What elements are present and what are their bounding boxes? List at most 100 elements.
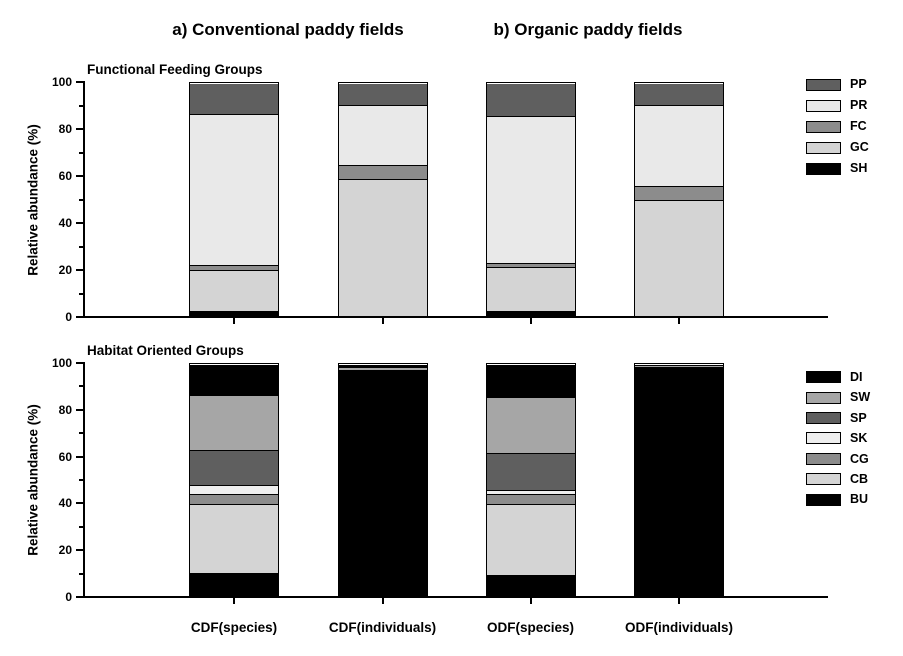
legend-swatch-BU xyxy=(806,493,841,506)
legend-label: SP xyxy=(850,410,867,425)
legend-label: SH xyxy=(850,161,868,176)
legend-swatch-PR xyxy=(806,99,841,112)
legend-item-SK: SK xyxy=(806,428,870,448)
stacked-bar xyxy=(485,82,576,317)
bar-segment-SH xyxy=(486,311,575,316)
legend: PP PR FC GC SH xyxy=(806,74,869,179)
bar-segment-PP xyxy=(338,84,427,105)
stacked-bar xyxy=(337,82,428,317)
legend-label: CG xyxy=(850,451,869,466)
legend-swatch-CG xyxy=(806,452,841,465)
legend-item-SW: SW xyxy=(806,387,870,407)
legend-item-PP: PP xyxy=(806,74,869,95)
bar-segment-GC xyxy=(338,179,427,316)
y-minor-tick xyxy=(79,479,83,481)
x-axis-label: ODF(individuals) xyxy=(625,620,733,635)
y-minor-tick xyxy=(79,525,83,528)
y-axis-line xyxy=(83,362,85,598)
bar-segment-DI xyxy=(190,365,278,396)
y-minor-tick xyxy=(79,572,83,575)
legend: DI SW SP SK CG CB BU xyxy=(806,367,870,510)
x-tick xyxy=(678,598,680,604)
bar-segment-CG xyxy=(486,494,575,504)
y-tick-label: 80 xyxy=(58,122,72,136)
y-major-tick xyxy=(76,128,83,130)
stacked-bar xyxy=(337,363,428,597)
y-axis-label: Relative abundance (%) xyxy=(25,123,41,276)
bar-segment-BU xyxy=(486,575,575,596)
stacked-bar xyxy=(189,82,279,317)
y-tick-label: 40 xyxy=(58,216,72,230)
y-major-tick xyxy=(76,269,83,271)
x-tick xyxy=(233,318,235,324)
stacked-bar xyxy=(634,363,724,597)
bar-segment-GC xyxy=(486,267,575,312)
y-tick-label: 60 xyxy=(58,169,72,183)
x-tick xyxy=(381,318,384,324)
bar-segment-GC xyxy=(190,269,278,312)
y-axis-label: Relative abundance (%) xyxy=(25,404,41,556)
legend-label: PR xyxy=(850,98,868,113)
chart-title: Functional Feeding Groups xyxy=(87,62,263,77)
legend-item-GC: GC xyxy=(806,137,869,158)
bar-segment-SK xyxy=(486,489,575,495)
legend-swatch-SK xyxy=(806,432,841,445)
x-tick xyxy=(233,598,235,604)
bar-segment-SW xyxy=(190,395,278,451)
y-major-tick xyxy=(76,502,83,505)
legend-item-DI: DI xyxy=(806,367,870,387)
bar-segment-SP xyxy=(486,452,575,490)
legend-swatch-PP xyxy=(806,78,841,91)
y-tick-label: 100 xyxy=(51,75,72,89)
bar-segment-CG xyxy=(190,494,278,504)
y-axis-line xyxy=(83,81,85,318)
bar-segment-BU xyxy=(190,572,278,596)
bar-segment-SH xyxy=(190,311,278,316)
legend-swatch-CB xyxy=(806,473,841,486)
legend-item-SP: SP xyxy=(806,408,870,428)
bar-segment-PP xyxy=(486,84,575,117)
bar-segment-DI xyxy=(486,365,575,398)
bar-segment-PR xyxy=(190,114,278,265)
y-major-tick xyxy=(76,222,83,224)
stacked-bar xyxy=(634,82,724,317)
x-axis-label: CDF(species) xyxy=(190,620,278,635)
bar-segment-PP xyxy=(190,84,278,115)
legend-swatch-GC xyxy=(806,141,841,154)
y-minor-tick xyxy=(79,104,83,107)
legend-swatch-SP xyxy=(806,411,841,424)
legend-label: SK xyxy=(850,431,868,446)
bar-segment-BU xyxy=(338,369,427,596)
legend-label: CB xyxy=(850,471,869,486)
legend-label: BU xyxy=(850,492,869,507)
y-major-tick xyxy=(76,362,83,364)
legend-label: SW xyxy=(850,390,871,405)
y-major-tick xyxy=(76,316,83,318)
bar-segment-SW xyxy=(338,367,427,370)
bar-segment-FC xyxy=(190,264,278,270)
legend-item-FC: FC xyxy=(806,116,869,137)
y-major-tick xyxy=(76,596,83,598)
stacked-bar xyxy=(485,363,576,597)
y-major-tick xyxy=(76,175,83,177)
bar-segment-SW xyxy=(635,366,723,368)
bar-segment-SW xyxy=(486,397,575,453)
x-axis-label: ODF(species) xyxy=(486,620,575,635)
bar-segment-BU xyxy=(635,367,723,596)
y-major-tick xyxy=(76,455,83,458)
x-tick xyxy=(381,598,384,604)
bar-segment-PP xyxy=(635,84,723,105)
legend-swatch-FC xyxy=(806,120,841,133)
bar-segment-PR xyxy=(486,116,575,263)
bar-segment-DI xyxy=(635,365,723,367)
legend-label: PP xyxy=(850,77,867,92)
legend-swatch-SH xyxy=(806,162,841,175)
bar-segment-PR xyxy=(338,104,427,166)
x-axis-label: CDF(individuals) xyxy=(328,620,437,635)
legend-label: DI xyxy=(850,369,863,384)
bar-segment-CB xyxy=(190,503,278,573)
bar-segment-FC xyxy=(338,165,427,180)
y-tick-label: 20 xyxy=(58,543,72,558)
y-tick-label: 0 xyxy=(65,590,72,604)
